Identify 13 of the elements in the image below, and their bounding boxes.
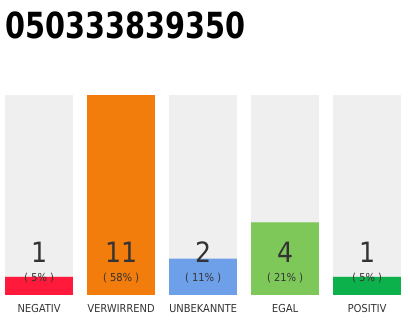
chart-title: 050333839350 <box>5 6 276 47</box>
annotation: ( 11% ) <box>184 271 222 284</box>
annotation: ( 58% ) <box>102 271 140 284</box>
annotation: ( 21% ) <box>266 271 304 284</box>
x-tick-label: EGAL <box>272 302 299 315</box>
data-label: 1 <box>358 236 376 269</box>
x-tick-label: VERWIRREND <box>87 302 155 315</box>
x-tick-label: NEGATIV <box>18 302 61 315</box>
x-tick-label: UNBEKANNTE <box>169 302 237 315</box>
x-tick-label: POSITIV <box>348 302 387 315</box>
data-label: 11 <box>104 236 138 269</box>
data-label: 4 <box>276 236 294 269</box>
data-label: 1 <box>30 236 48 269</box>
